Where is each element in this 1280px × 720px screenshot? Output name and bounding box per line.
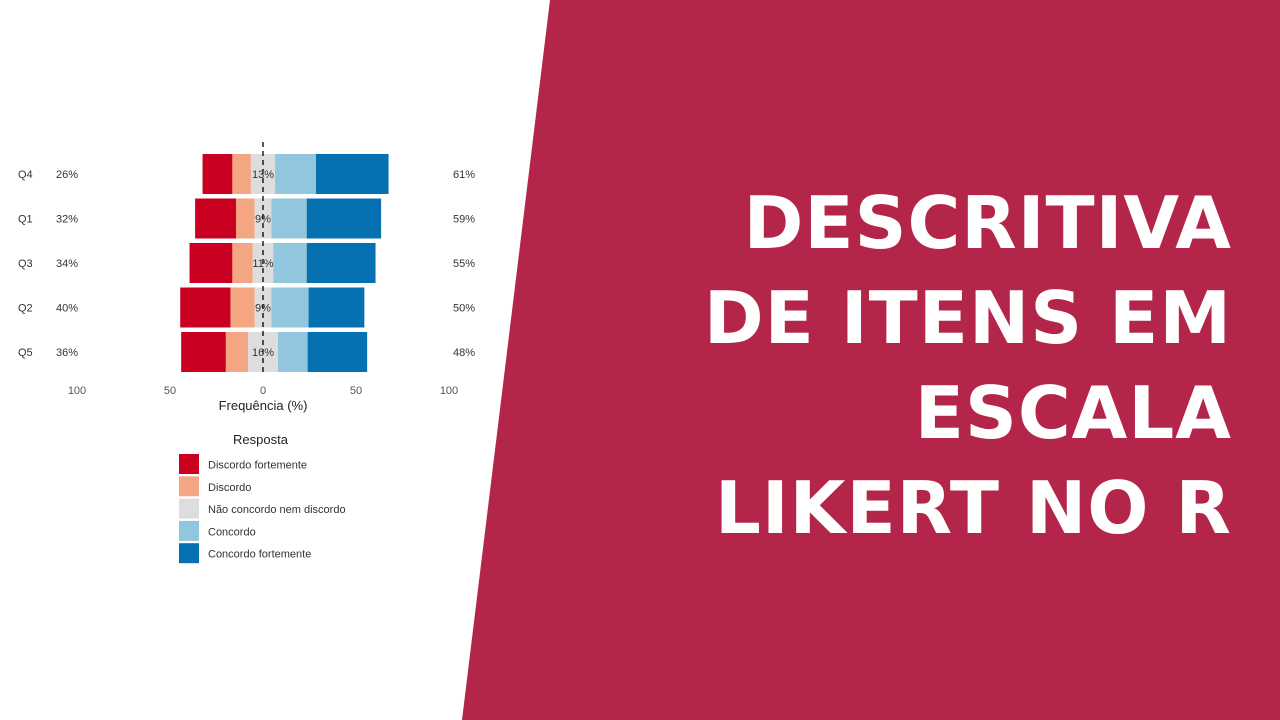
bar-q4-discordo	[232, 154, 251, 194]
legend-label: Discordo	[208, 482, 251, 494]
category-label: Q4	[18, 169, 33, 181]
right-percent-label: 55%	[453, 258, 475, 270]
bar-q1-discordo-fortemente	[195, 198, 237, 239]
center-percent-label: 13%	[252, 169, 274, 181]
legend: Discordo fortemente Discordo Não concordo …	[179, 454, 346, 564]
legend-label: Concordo	[208, 526, 256, 538]
center-percent-label: 16%	[252, 347, 274, 359]
bar-q3-concordo	[273, 243, 307, 283]
bar-q5-concordo	[277, 332, 308, 372]
bar-q4-concordo-fortemente	[316, 154, 389, 194]
title-block: DESCRITIVA DE ITENS EM ESCALA LIKERT NO …	[592, 176, 1232, 556]
legend-label: Discordo fortemente	[208, 460, 307, 472]
x-axis-label: Frequência (%)	[219, 398, 308, 413]
legend-swatch	[179, 454, 199, 474]
bar-q1-concordo	[271, 198, 307, 239]
bar-q4-concordo	[275, 154, 317, 194]
right-percent-label: 59%	[453, 214, 475, 226]
bar-q3-discordo	[232, 243, 253, 283]
bar-q4-discordo-fortemente	[202, 154, 233, 194]
legend-title: Resposta	[233, 432, 289, 447]
category-label: Q1	[18, 214, 33, 226]
x-tick-label: 0	[260, 385, 266, 397]
bar-q2-discordo-fortemente	[180, 287, 231, 328]
bar-q5-concordo-fortemente	[307, 332, 368, 372]
bar-q2-discordo	[230, 287, 255, 328]
x-tick-label: 100	[440, 385, 458, 397]
legend-swatch	[179, 476, 199, 497]
title-line-3: ESCALA	[914, 371, 1232, 455]
x-tick-label: 50	[350, 385, 362, 397]
center-percent-label: 9%	[255, 214, 271, 226]
right-percent-label: 61%	[453, 169, 475, 181]
bar-q1-discordo	[236, 198, 255, 239]
left-percent-label: 40%	[56, 303, 78, 315]
x-tick-label: 50	[164, 385, 176, 397]
center-percent-label: 9%	[255, 303, 271, 315]
left-percent-label: 26%	[56, 169, 78, 181]
bar-q3-discordo-fortemente	[189, 243, 233, 283]
category-label: Q2	[18, 303, 33, 315]
title-line-1: DESCRITIVA	[743, 181, 1232, 265]
legend-swatch	[179, 543, 199, 564]
legend-swatch	[179, 498, 199, 519]
bar-q1-concordo-fortemente	[306, 198, 382, 239]
likert-chart: Q4 26% 13% 61% Q1 32% 9% 59% Q3 34% 11% 55% Q2 40% 9% 5…	[18, 142, 475, 564]
x-tick-label: 100	[68, 385, 86, 397]
legend-label: Não concordo nem discordo	[208, 504, 346, 516]
bar-q2-concordo-fortemente	[308, 287, 365, 328]
right-percent-label: 50%	[453, 303, 475, 315]
legend-label: Concordo fortemente	[208, 549, 311, 561]
bar-q3-concordo-fortemente	[306, 243, 376, 283]
right-percent-label: 48%	[453, 347, 475, 359]
center-percent-label: 11%	[252, 258, 273, 270]
title-line-2: DE ITENS EM	[703, 276, 1232, 360]
title-line-4: LIKERT NO R	[714, 466, 1232, 550]
bar-q2-concordo	[271, 287, 309, 328]
category-label: Q3	[18, 258, 33, 270]
legend-swatch	[179, 520, 199, 541]
bar-q5-discordo	[225, 332, 249, 372]
category-label: Q5	[18, 347, 33, 359]
left-percent-label: 34%	[56, 258, 78, 270]
left-percent-label: 36%	[56, 347, 78, 359]
left-percent-label: 32%	[56, 214, 78, 226]
bar-q5-discordo-fortemente	[181, 332, 226, 372]
